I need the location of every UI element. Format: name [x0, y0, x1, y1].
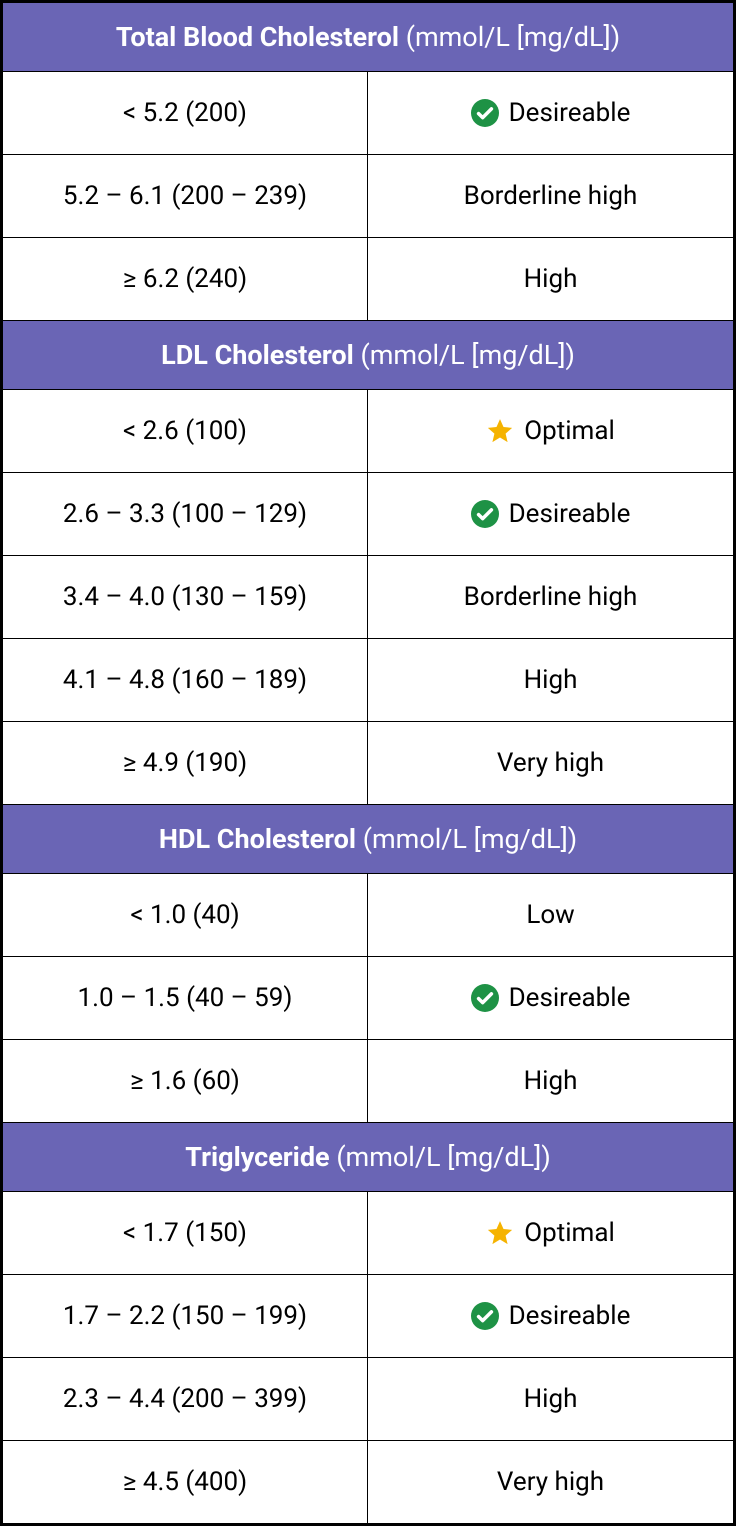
range-cell: ≥ 4.5 (400): [3, 1441, 368, 1523]
range-text: < 1.7 (150): [123, 1218, 247, 1248]
label-text: Desireable: [509, 1301, 631, 1331]
range-cell: 1.0 – 1.5 (40 – 59): [3, 957, 368, 1039]
check-circle-icon: [471, 500, 499, 528]
section-header: Total Blood Cholesterol (mmol/L [mg/dL]): [3, 3, 733, 72]
check-circle-icon: [471, 984, 499, 1012]
range-cell: < 5.2 (200): [3, 72, 368, 154]
label-cell: Desireable: [368, 957, 733, 1039]
range-text: 4.1 – 4.8 (160 – 189): [63, 665, 307, 695]
label-cell: Optimal: [368, 1192, 733, 1274]
range-text: 2.3 – 4.4 (200 – 399): [63, 1384, 307, 1414]
star-icon: [486, 417, 514, 445]
range-cell: 3.4 – 4.0 (130 – 159): [3, 556, 368, 638]
table-row: 2.3 – 4.4 (200 – 399) High: [3, 1358, 733, 1441]
table-row: ≥ 4.5 (400) Very high: [3, 1441, 733, 1523]
section-header: HDL Cholesterol (mmol/L [mg/dL]): [3, 805, 733, 874]
range-text: < 1.0 (40): [130, 900, 239, 930]
section-title-bold: Total Blood Cholesterol: [116, 21, 399, 53]
section-title-units: (mmol/L [mg/dL]): [406, 21, 620, 53]
check-circle-icon: [471, 99, 499, 127]
label-text: Desireable: [509, 98, 631, 128]
label-text: Low: [526, 900, 574, 930]
range-cell: ≥ 6.2 (240): [3, 238, 368, 320]
table-row: 1.0 – 1.5 (40 – 59) Desireable: [3, 957, 733, 1040]
section-header: Triglyceride (mmol/L [mg/dL]): [3, 1123, 733, 1192]
label-text: Borderline high: [464, 582, 638, 612]
label-text: High: [524, 264, 578, 294]
label-text: Optimal: [524, 1218, 615, 1248]
label-cell: Desireable: [368, 72, 733, 154]
star-icon: [486, 1219, 514, 1247]
range-cell: ≥ 1.6 (60): [3, 1040, 368, 1122]
label-text: Desireable: [509, 499, 631, 529]
label-text: Optimal: [524, 416, 615, 446]
label-cell: Optimal: [368, 390, 733, 472]
section-header: LDL Cholesterol (mmol/L [mg/dL]): [3, 321, 733, 390]
section-title-units: (mmol/L [mg/dL]): [363, 823, 577, 855]
cholesterol-table: Total Blood Cholesterol (mmol/L [mg/dL])…: [0, 0, 736, 1526]
range-text: 1.0 – 1.5 (40 – 59): [78, 983, 293, 1013]
label-text: Borderline high: [464, 181, 638, 211]
label-cell: Very high: [368, 1441, 733, 1523]
range-cell: 1.7 – 2.2 (150 – 199): [3, 1275, 368, 1357]
range-cell: 2.6 – 3.3 (100 – 129): [3, 473, 368, 555]
section-title-bold: HDL Cholesterol: [159, 823, 356, 855]
table-row: 3.4 – 4.0 (130 – 159) Borderline high: [3, 556, 733, 639]
table-row: < 2.6 (100) Optimal: [3, 390, 733, 473]
label-text: Desireable: [509, 983, 631, 1013]
range-text: 1.7 – 2.2 (150 – 199): [63, 1301, 307, 1331]
range-text: 3.4 – 4.0 (130 – 159): [63, 582, 307, 612]
range-text: ≥ 4.9 (190): [123, 748, 247, 778]
label-text: High: [524, 1384, 578, 1414]
table-row: 5.2 – 6.1 (200 – 239) Borderline high: [3, 155, 733, 238]
label-text: Very high: [497, 1467, 604, 1497]
range-cell: < 1.7 (150): [3, 1192, 368, 1274]
label-cell: High: [368, 238, 733, 320]
label-cell: Very high: [368, 722, 733, 804]
range-text: ≥ 1.6 (60): [130, 1066, 240, 1096]
range-text: ≥ 6.2 (240): [123, 264, 247, 294]
label-cell: Desireable: [368, 1275, 733, 1357]
range-cell: < 2.6 (100): [3, 390, 368, 472]
range-text: 5.2 – 6.1 (200 – 239): [63, 181, 307, 211]
label-cell: High: [368, 1358, 733, 1440]
label-text: Very high: [497, 748, 604, 778]
table-row: < 1.0 (40) Low: [3, 874, 733, 957]
table-row: ≥ 1.6 (60) High: [3, 1040, 733, 1123]
label-cell: Low: [368, 874, 733, 956]
section-title-units: (mmol/L [mg/dL]): [360, 339, 574, 371]
section-title-bold: LDL Cholesterol: [161, 339, 354, 371]
range-cell: ≥ 4.9 (190): [3, 722, 368, 804]
table-row: ≥ 6.2 (240) High: [3, 238, 733, 321]
range-cell: < 1.0 (40): [3, 874, 368, 956]
label-cell: Borderline high: [368, 556, 733, 638]
label-text: High: [524, 665, 578, 695]
table-row: ≥ 4.9 (190) Very high: [3, 722, 733, 805]
label-cell: High: [368, 1040, 733, 1122]
table-row: 1.7 – 2.2 (150 – 199) Desireable: [3, 1275, 733, 1358]
table-row: < 5.2 (200) Desireable: [3, 72, 733, 155]
table-row: 2.6 – 3.3 (100 – 129) Desireable: [3, 473, 733, 556]
label-cell: Desireable: [368, 473, 733, 555]
range-cell: 2.3 – 4.4 (200 – 399): [3, 1358, 368, 1440]
section-title-units: (mmol/L [mg/dL]): [336, 1141, 550, 1173]
label-cell: High: [368, 639, 733, 721]
range-text: ≥ 4.5 (400): [123, 1467, 247, 1497]
range-text: < 5.2 (200): [123, 98, 247, 128]
range-text: < 2.6 (100): [123, 416, 247, 446]
range-cell: 5.2 – 6.1 (200 – 239): [3, 155, 368, 237]
label-text: High: [524, 1066, 578, 1096]
table-row: 4.1 – 4.8 (160 – 189) High: [3, 639, 733, 722]
check-circle-icon: [471, 1302, 499, 1330]
section-title-bold: Triglyceride: [185, 1141, 329, 1173]
range-text: 2.6 – 3.3 (100 – 129): [63, 499, 307, 529]
range-cell: 4.1 – 4.8 (160 – 189): [3, 639, 368, 721]
table-row: < 1.7 (150) Optimal: [3, 1192, 733, 1275]
label-cell: Borderline high: [368, 155, 733, 237]
